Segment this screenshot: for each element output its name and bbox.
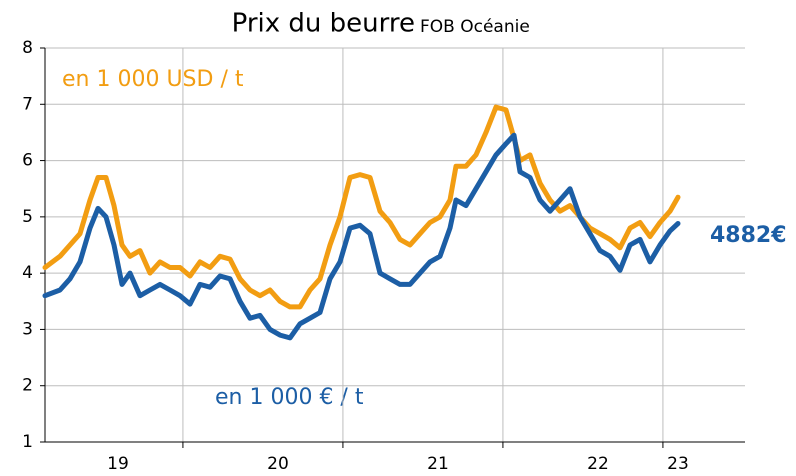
x-tick-label: 23	[667, 454, 689, 474]
x-tick-label: 19	[107, 454, 129, 474]
x-tick-label: 22	[587, 454, 609, 474]
series-label: en 1 000 € / t	[215, 385, 364, 410]
y-tick-label: 6	[22, 151, 33, 171]
series-line	[42, 104, 681, 310]
x-tick-label: 21	[427, 454, 449, 474]
series-label: en 1 000 USD / t	[62, 67, 244, 92]
y-tick-label: 5	[22, 207, 33, 227]
y-tick-label: 8	[22, 38, 33, 58]
y-tick-label: 1	[22, 432, 33, 452]
x-tick-label: 20	[267, 454, 289, 474]
chart-subtitle: FOB Océanie	[420, 17, 530, 37]
y-tick-label: 2	[22, 376, 33, 396]
y-tick-label: 7	[22, 94, 33, 114]
series-line	[42, 132, 681, 341]
chart-title: Prix du beurre	[232, 9, 415, 39]
end-label: 4882€	[710, 223, 787, 248]
y-tick-label: 4	[22, 263, 33, 283]
y-tick-label: 3	[22, 319, 33, 339]
